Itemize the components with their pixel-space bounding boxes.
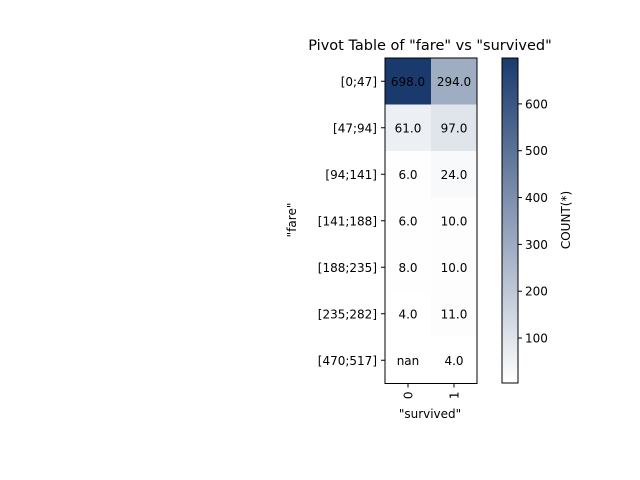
y-tick-label: [188;235] (318, 261, 377, 275)
y-tick-label: [235;282] (318, 307, 377, 321)
colorbar-tick-label: 100 (525, 332, 548, 346)
cell-value-label: 294.0 (437, 75, 471, 89)
heatmap-cell (385, 244, 431, 291)
colorbar-tick-label: 200 (525, 285, 548, 299)
colorbar: 100 200 300 400 500 600 (501, 57, 548, 384)
x-tick-label: 1 (448, 392, 462, 400)
heatmap-cell (385, 337, 431, 384)
heatmap-cell (385, 290, 431, 337)
cell-value-label: nan (397, 354, 420, 368)
chart-title: Pivot Table of "fare" vs "survived" (308, 38, 552, 54)
cell-value-label: 10.0 (441, 261, 468, 275)
colorbar-tick-label: 400 (525, 191, 548, 205)
y-tick-label: [47;94] (333, 121, 377, 135)
cell-value-label: 24.0 (441, 168, 468, 182)
cell-value-label: 11.0 (441, 307, 468, 321)
colorbar-tick-label: 600 (525, 97, 548, 111)
heatmap-cell (385, 151, 431, 198)
heatmap-cell (431, 197, 477, 244)
cell-value-label: 6.0 (398, 214, 417, 228)
colorbar-tick-label: 500 (525, 144, 548, 158)
heatmap-cells: 698.0 294.0 61.0 97.0 6.0 24.0 6.0 10.0 8.0 10.0 4… (384, 57, 478, 384)
heatmap-cell (385, 197, 431, 244)
y-tick-label: [0;47] (341, 75, 377, 89)
heatmap-cell (431, 151, 477, 198)
cell-value-label: 6.0 (398, 168, 417, 182)
x-axis-label: "survived" (399, 407, 461, 421)
y-axis-label: "fare" (285, 203, 299, 238)
cell-value-label: 8.0 (398, 261, 417, 275)
heatmap-cell (385, 58, 431, 105)
y-tick-label: [94;141] (325, 168, 377, 182)
heatmap-cell (431, 244, 477, 291)
cell-value-label: 698.0 (391, 75, 425, 89)
heatmap-cell (431, 290, 477, 337)
heatmap-cell (431, 337, 477, 384)
y-tick-labels: [0;47] [47;94] [94;141] [141;188] [188;235] [… (318, 75, 385, 368)
cell-value-label: 4.0 (444, 354, 463, 368)
colorbar-tick-label: 300 (525, 238, 548, 252)
cell-value-label: 4.0 (398, 307, 417, 321)
y-tick-label: [141;188] (318, 214, 377, 228)
cell-value-label: 10.0 (441, 214, 468, 228)
x-tick-label: 0 (402, 392, 416, 400)
cell-value-label: 97.0 (441, 121, 468, 135)
y-tick-label: [470;517] (318, 354, 377, 368)
colorbar-gradient (501, 57, 519, 384)
heatmap-cell (431, 58, 477, 105)
heatmap-cell (385, 104, 431, 151)
cell-value-label: 61.0 (395, 121, 422, 135)
heatmap-cell (431, 104, 477, 151)
colorbar-label: COUNT(*) (559, 191, 573, 249)
